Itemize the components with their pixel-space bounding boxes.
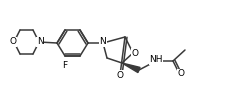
Text: O: O: [131, 49, 138, 57]
Polygon shape: [122, 63, 140, 73]
Text: N: N: [100, 37, 106, 46]
Text: O: O: [116, 70, 123, 79]
Text: F: F: [62, 61, 68, 70]
Text: N: N: [37, 37, 43, 46]
Text: O: O: [10, 37, 17, 46]
Text: O: O: [178, 70, 185, 78]
Text: NH: NH: [149, 56, 163, 65]
